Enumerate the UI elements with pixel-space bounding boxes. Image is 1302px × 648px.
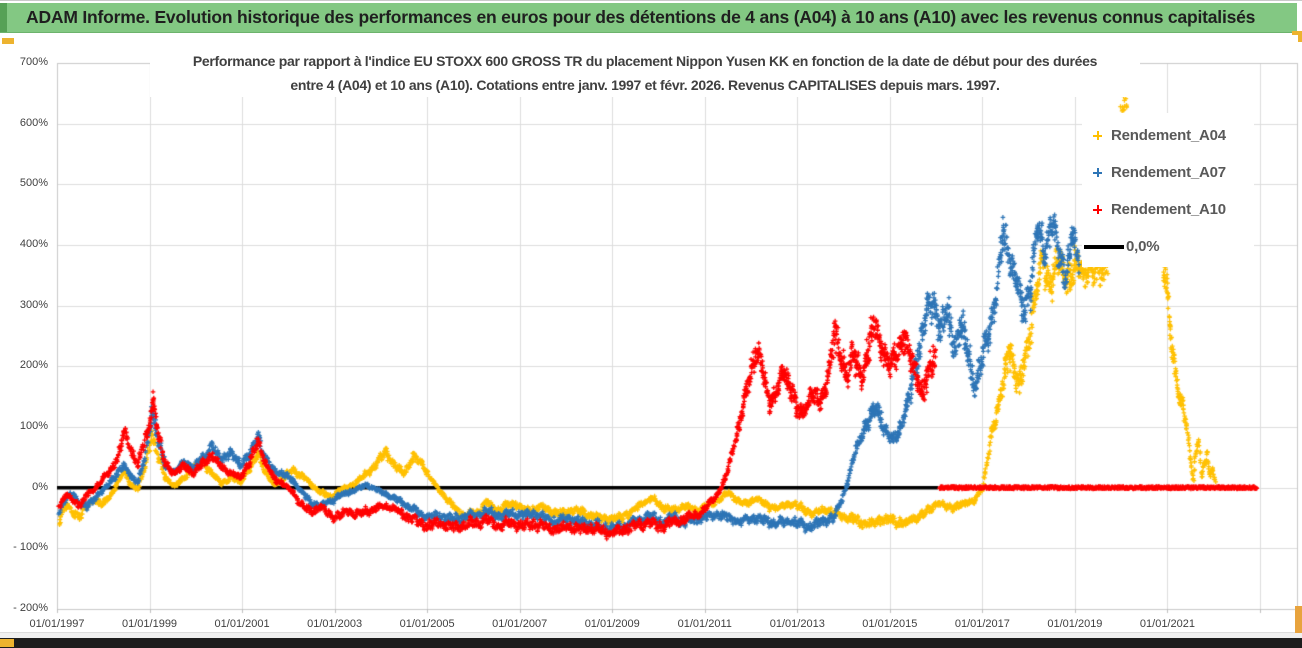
chart-title-line2: entre 4 (A04) et 10 ans (A10). Cotations… [290, 77, 1000, 93]
status-bar [0, 638, 1302, 648]
y-tick-label: 600% [19, 116, 48, 129]
zero-line-swatch [1084, 244, 1124, 249]
plus-marker-icon [1092, 167, 1103, 178]
x-tick-label: 01/01/2013 [769, 618, 825, 630]
legend-label: Rendement_A10 [1111, 201, 1226, 218]
legend-item-rendement_a10[interactable]: Rendement_A10 [1082, 191, 1254, 228]
x-tick-label: 01/01/2005 [399, 618, 455, 630]
y-tick-label: - 100% [13, 541, 48, 554]
scroll-accent-bottom-right[interactable] [1295, 606, 1302, 633]
x-tick-label: 01/01/2015 [862, 618, 918, 630]
x-tick-label: 01/01/2001 [214, 618, 270, 630]
x-tick-label: 01/01/2003 [307, 618, 363, 630]
x-tick-label: 01/01/2017 [954, 618, 1010, 630]
y-tick-label: 100% [19, 420, 48, 432]
legend-item-zero-line[interactable]: 0,0% [1082, 228, 1254, 265]
y-tick-label: - 200% [13, 602, 48, 614]
range-handle-bottom-left [0, 639, 14, 647]
x-tick-label: 01/01/1999 [122, 618, 178, 630]
legend-item-rendement_a04[interactable]: Rendement_A04 [1082, 117, 1254, 154]
chart-title-line1: Performance par rapport à l'indice EU ST… [192, 53, 1098, 69]
x-tick-label: 01/01/2007 [492, 618, 548, 630]
plus-marker-icon [1092, 204, 1103, 215]
x-tick-label: 01/01/1997 [29, 618, 85, 630]
legend[interactable]: Rendement_A04 Rendement_A07 Rendement_A10 0… [1082, 113, 1254, 267]
plus-marker-icon [1092, 130, 1103, 141]
x-tick-label: 01/01/2021 [1139, 618, 1195, 630]
bottom-strip [0, 632, 1302, 639]
y-tick-label: 500% [19, 177, 48, 190]
y-tick-label: 300% [19, 298, 48, 311]
x-tick-label: 01/01/2009 [584, 618, 640, 630]
y-tick-label: 700% [19, 56, 48, 68]
x-tick-label: 01/01/2011 [677, 618, 732, 630]
legend-label: Rendement_A04 [1111, 127, 1226, 144]
legend-item-rendement_a07[interactable]: Rendement_A07 [1082, 154, 1254, 191]
y-tick-label: 400% [19, 238, 48, 250]
legend-label: Rendement_A07 [1111, 164, 1226, 181]
legend-label: 0,0% [1126, 238, 1160, 255]
chart-title: Performance par rapport à l'indice EU ST… [150, 49, 1140, 97]
y-tick-label: 200% [19, 359, 48, 372]
y-tick-label: 0% [32, 480, 48, 493]
x-tick-label: 01/01/2019 [1047, 618, 1103, 630]
